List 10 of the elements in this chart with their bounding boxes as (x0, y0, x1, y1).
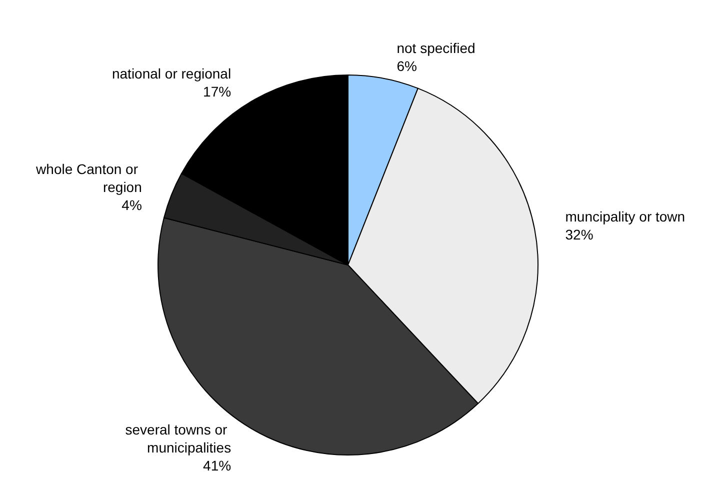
slice-label: several towns or municipalities (125, 421, 232, 456)
slice-label: national or regional (112, 66, 232, 82)
slice-label: muncipality or town (565, 208, 686, 224)
slice-label: not specified (396, 40, 476, 56)
data-label: 32% (565, 226, 594, 242)
data-label: 17% (203, 84, 232, 100)
data-label: 41% (203, 457, 232, 474)
slice-label: whole Canton or region (35, 160, 142, 195)
data-label: 6% (396, 58, 417, 74)
data-label: 4% (122, 196, 142, 213)
